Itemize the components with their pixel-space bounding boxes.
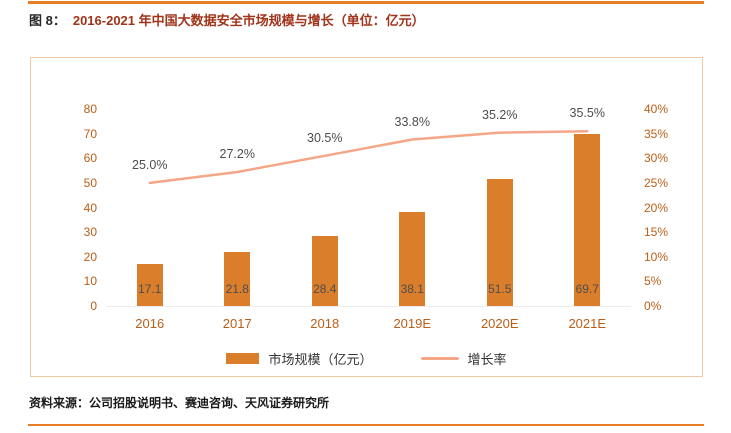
x-axis-label: 2016 — [135, 316, 165, 331]
bar-2021E — [574, 134, 601, 306]
y-tick: 20 — [83, 249, 97, 264]
y-tick: 25% — [644, 175, 669, 190]
y-tick: 10% — [644, 249, 669, 264]
bar-value-label: 28.4 — [313, 282, 337, 296]
y-tick: 15% — [644, 225, 669, 240]
legend: 市场规模（亿元） 增长率 — [31, 349, 702, 368]
y-tick: 70 — [83, 126, 97, 141]
top-divider — [28, 1, 704, 4]
figure-title-text: 2016-2021 年中国大数据安全市场规模与增长（单位：亿元） — [72, 13, 425, 28]
x-axis-label: 2020E — [480, 316, 519, 331]
legend-line-label: 增长率 — [467, 352, 507, 367]
y-tick: 50 — [83, 175, 97, 190]
bar-value-label: 38.1 — [400, 282, 424, 296]
bar-2020E — [486, 179, 513, 306]
line-value-label: 35.5% — [569, 106, 605, 121]
bar-2018 — [311, 236, 338, 306]
y-tick: 30% — [644, 151, 669, 166]
y-tick: 0% — [644, 299, 662, 313]
y-tick: 40% — [644, 102, 669, 116]
growth-line-svg — [148, 129, 589, 185]
y-tick: 5% — [644, 274, 662, 289]
source-note: 资料来源：公司招股说明书、赛迪咨询、天风证券研究所 — [29, 396, 330, 410]
bar-value-label: 17.1 — [138, 282, 162, 296]
y-axis-right: 0% 5% 10% 15% 20% 25% 30% 35% 40% — [638, 102, 696, 313]
y-tick: 20% — [644, 200, 669, 215]
bar-value-label: 21.8 — [225, 282, 249, 296]
figure-title: 图 8： 2016-2021 年中国大数据安全市场规模与增长（单位：亿元） — [29, 10, 425, 29]
figure-label: 图 8： — [29, 13, 66, 28]
bottom-divider — [28, 424, 704, 426]
legend-item-line: 增长率 — [420, 349, 507, 368]
line-value-label: 35.2% — [482, 107, 518, 122]
bar-swatch-icon — [226, 353, 260, 364]
legend-bar-label: 市场规模（亿元） — [268, 352, 373, 367]
x-axis-label: 2021E — [568, 316, 607, 331]
bar-2019E — [399, 212, 426, 306]
line-value-label: 33.8% — [394, 114, 430, 129]
line-value-label: 30.5% — [307, 130, 343, 145]
y-tick: 80 — [83, 102, 97, 116]
bar-value-label: 51.5 — [488, 282, 512, 296]
x-axis-label: 2018 — [310, 316, 340, 331]
line-value-label: 27.2% — [219, 147, 255, 162]
y-tick: 40 — [83, 200, 97, 215]
line-value-label: 25.0% — [132, 157, 168, 172]
bar-value-label: 69.7 — [575, 282, 599, 296]
line-swatch-icon — [420, 357, 459, 360]
plot-area: 17.1 21.8 28.4 38.1 51.5 69.7 25.0% 27.2% 30.5% 3… — [106, 106, 631, 307]
x-axis-label: 2017 — [222, 316, 252, 331]
y-axis-left: 0 10 20 30 40 50 60 70 80 — [49, 102, 97, 313]
bar-2017 — [224, 252, 251, 306]
x-axis: 2016 2017 2018 2019E 2020E 2021E — [106, 316, 631, 334]
y-tick: 30 — [83, 225, 97, 240]
y-tick: 35% — [644, 126, 669, 141]
y-tick: 10 — [83, 274, 97, 289]
y-tick: 60 — [83, 151, 97, 166]
chart-container: 0 10 20 30 40 50 60 70 80 0% 5% 10% 15% 20% 25% 30% 35%… — [30, 57, 703, 377]
bar-2016 — [136, 263, 163, 306]
y-tick: 0 — [90, 299, 97, 313]
legend-item-bar: 市场规模（亿元） — [226, 349, 373, 368]
x-axis-label: 2019E — [393, 316, 432, 331]
